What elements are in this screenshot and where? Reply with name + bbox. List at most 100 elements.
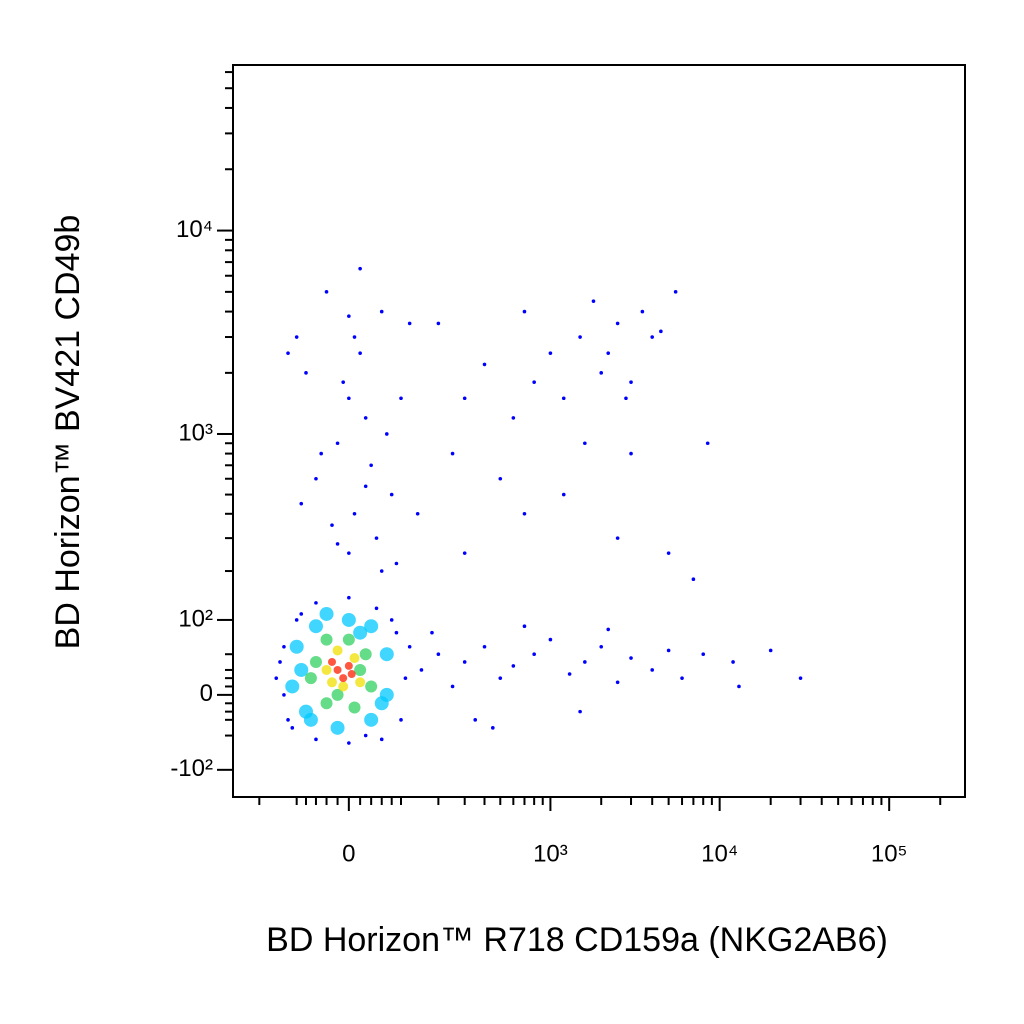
point [379,737,384,742]
point [436,652,441,657]
point [308,619,323,634]
point [369,463,373,468]
y-tick-label: -10² [170,755,213,782]
point [640,309,645,314]
point [606,627,611,632]
point [348,701,361,714]
point [394,561,399,566]
y-tick-label: 10³ [178,419,213,446]
point [294,335,299,339]
point [379,647,394,662]
point [324,290,329,294]
point [659,329,663,334]
point [320,697,333,710]
point [359,648,372,661]
point [304,371,308,375]
point [332,645,343,656]
point [286,351,290,355]
point [561,396,566,401]
x-tick-label: 10⁵ [871,840,908,867]
point [363,416,368,420]
point [462,396,467,401]
point [522,309,527,314]
point [629,451,633,456]
point [347,670,356,679]
point [274,676,279,680]
point [347,595,351,600]
point [532,380,536,384]
point [319,606,334,621]
point [473,718,478,722]
point [532,652,536,657]
point [347,396,351,401]
point [374,696,389,711]
point [341,612,356,627]
point [352,511,357,516]
plot-frame [232,64,966,798]
point [327,677,338,688]
point [309,655,322,668]
point [285,679,300,694]
point [347,741,351,745]
point [450,684,455,689]
point [462,551,467,555]
point [294,662,309,677]
point [282,693,286,697]
point [650,335,654,339]
point [299,501,304,506]
point [320,633,333,646]
point [389,618,394,622]
point [450,451,455,456]
point [606,351,611,355]
point [394,630,399,635]
point [363,484,368,489]
point [415,511,420,516]
y-tick-label: 0 [200,680,213,707]
point [482,644,487,649]
y-tick-label: 10² [178,605,213,632]
point [319,451,323,456]
point [462,660,467,664]
point [615,321,620,326]
point [379,569,384,573]
point [354,663,367,676]
point [666,551,671,555]
point [705,441,710,446]
point [591,299,596,303]
point [666,648,671,653]
point [578,709,582,714]
point [491,726,495,730]
point [358,351,362,355]
point [328,657,337,666]
point [314,601,318,605]
point [522,511,527,516]
point [374,606,379,611]
point [358,266,362,271]
point [355,677,366,688]
point [599,371,604,375]
point [321,664,332,675]
point [407,644,412,649]
point [407,321,412,326]
point [436,321,441,326]
point [522,624,527,628]
point [389,492,394,497]
point [578,335,582,339]
point [364,712,379,727]
point [314,476,318,481]
point [737,684,741,689]
points [274,266,803,745]
point [583,441,587,446]
point [650,668,654,672]
point [511,664,516,668]
point [561,492,566,497]
point [278,660,282,664]
point [303,712,318,727]
point [511,416,516,420]
point [314,737,318,742]
point [430,630,434,635]
point [731,660,735,664]
point [335,441,340,446]
point [299,612,304,616]
point [701,652,706,657]
